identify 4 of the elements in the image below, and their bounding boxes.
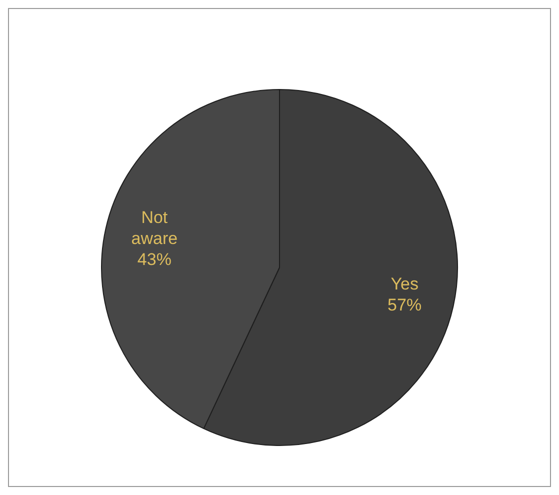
data-label: 57%: [388, 296, 422, 315]
data-label: 43%: [137, 250, 172, 270]
slice-label: Yes: [390, 274, 418, 294]
slice-label: Not aware: [131, 208, 178, 248]
